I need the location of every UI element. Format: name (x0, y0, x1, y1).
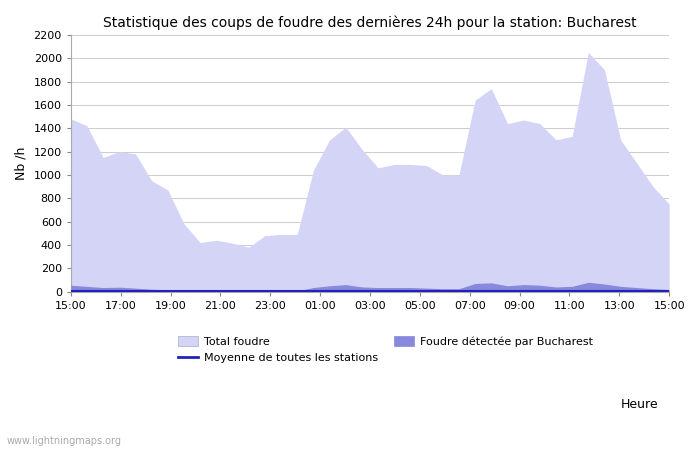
Legend: Total foudre, Moyenne de toutes les stations, Foudre détectée par Bucharest: Total foudre, Moyenne de toutes les stat… (178, 336, 593, 363)
Y-axis label: Nb /h: Nb /h (15, 147, 28, 180)
Text: www.lightningmaps.org: www.lightningmaps.org (7, 436, 122, 446)
Text: Heure: Heure (620, 398, 658, 411)
Title: Statistique des coups de foudre des dernières 24h pour la station: Bucharest: Statistique des coups de foudre des dern… (103, 15, 637, 30)
